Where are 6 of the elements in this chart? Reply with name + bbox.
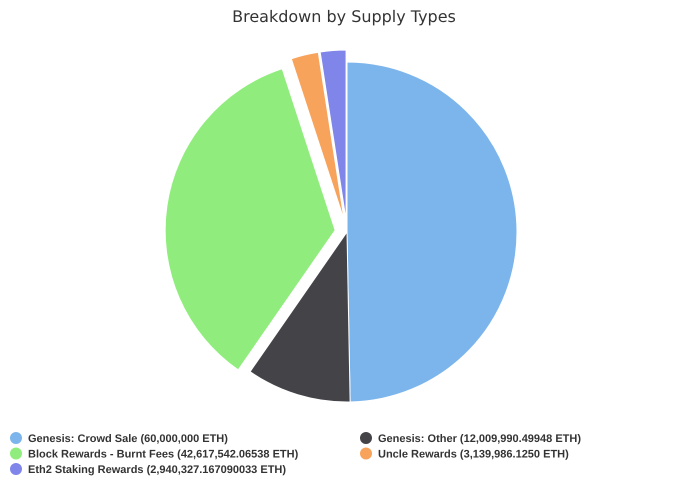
chart-title: Breakdown by Supply Types: [232, 7, 456, 26]
legend-label: Block Rewards - Burnt Fees (42,617,542.06538 ETH): [28, 448, 299, 460]
legend-label: Uncle Rewards (3,139,986.1250 ETH): [378, 448, 570, 460]
legend-label: Eth2 Staking Rewards (2,940,327.167090033 ETH): [28, 464, 286, 476]
legend-label: Genesis: Crowd Sale (60,000,000 ETH): [28, 433, 228, 445]
legend-label: Genesis: Other (12,009,990.49948 ETH): [378, 433, 582, 445]
